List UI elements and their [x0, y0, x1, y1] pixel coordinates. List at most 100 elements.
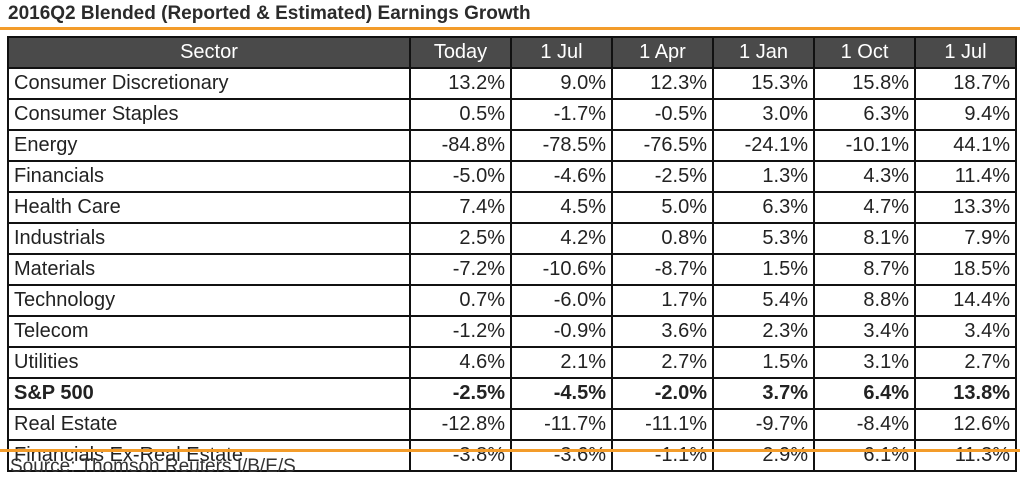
value-cell: -4.6% — [510, 160, 613, 193]
column-header: 1 Apr — [611, 36, 714, 69]
table-body: Consumer Discretionary 13.2% 9.0% 12.3% 15.3… — [7, 67, 1017, 472]
value-cell: 5.3% — [712, 222, 815, 255]
value-cell: -84.8% — [409, 129, 512, 162]
table-row: Telecom -1.2% -0.9% 3.6% 2.3% 3.4% 3.4% — [7, 315, 1017, 348]
value-cell: 3.4% — [813, 315, 916, 348]
sector-cell: Utilities — [7, 346, 411, 379]
value-cell: -6.0% — [510, 284, 613, 317]
table-row: Financials -5.0% -4.6% -2.5% 1.3% 4.3% 11.4% — [7, 160, 1017, 193]
value-cell: 6.3% — [813, 98, 916, 131]
value-cell: -9.7% — [712, 408, 815, 441]
value-cell: 4.5% — [510, 191, 613, 224]
value-cell: 18.5% — [914, 253, 1017, 286]
value-cell: 3.0% — [712, 98, 815, 131]
sector-cell: Technology — [7, 284, 411, 317]
value-cell: 1.5% — [712, 253, 815, 286]
value-cell: -2.5% — [611, 160, 714, 193]
value-cell: -5.0% — [409, 160, 512, 193]
sector-cell: Health Care — [7, 191, 411, 224]
table-row: Materials -7.2% -10.6% -8.7% 1.5% 8.7% 18.5% — [7, 253, 1017, 286]
value-cell: -11.1% — [611, 408, 714, 441]
value-cell: 3.6% — [611, 315, 714, 348]
value-cell: 2.1% — [510, 346, 613, 379]
column-header: 1 Jul — [510, 36, 613, 69]
value-cell: -12.8% — [409, 408, 512, 441]
table-row: S&P 500 -2.5% -4.5% -2.0% 3.7% 6.4% 13.8% — [7, 377, 1017, 410]
column-header: 1 Jul — [914, 36, 1017, 69]
value-cell: -10.6% — [510, 253, 613, 286]
value-cell: -78.5% — [510, 129, 613, 162]
value-cell: 7.9% — [914, 222, 1017, 255]
value-cell: -8.4% — [813, 408, 916, 441]
value-cell: 11.4% — [914, 160, 1017, 193]
value-cell: 3.7% — [712, 377, 815, 410]
value-cell: 3.1% — [813, 346, 916, 379]
value-cell: -0.5% — [611, 98, 714, 131]
value-cell: 0.7% — [409, 284, 512, 317]
sector-cell: Industrials — [7, 222, 411, 255]
value-cell: 4.2% — [510, 222, 613, 255]
top-accent-rule — [0, 27, 1020, 30]
sector-cell: Real Estate — [7, 408, 411, 441]
table-row: Real Estate -12.8% -11.7% -11.1% -9.7% -8.4% 1… — [7, 408, 1017, 441]
value-cell: 6.4% — [813, 377, 916, 410]
value-cell: -1.2% — [409, 315, 512, 348]
value-cell: 8.1% — [813, 222, 916, 255]
value-cell: 12.6% — [914, 408, 1017, 441]
value-cell: -24.1% — [712, 129, 815, 162]
table-header-row: Sector Today 1 Jul 1 Apr 1 Jan 1 Oct 1 Jul — [7, 36, 1017, 69]
value-cell: -10.1% — [813, 129, 916, 162]
value-cell: -3.6% — [510, 439, 613, 472]
value-cell: 2.7% — [611, 346, 714, 379]
value-cell: 14.4% — [914, 284, 1017, 317]
value-cell: -76.5% — [611, 129, 714, 162]
value-cell: -0.9% — [510, 315, 613, 348]
value-cell: 11.3% — [914, 439, 1017, 472]
table-row: Health Care 7.4% 4.5% 5.0% 6.3% 4.7% 13.3% — [7, 191, 1017, 224]
value-cell: -4.5% — [510, 377, 613, 410]
value-cell: 0.8% — [611, 222, 714, 255]
value-cell: -3.8% — [409, 439, 512, 472]
source-note: Source: Thomson Reuters I/B/E/S — [10, 456, 296, 477]
value-cell: 15.8% — [813, 67, 916, 100]
table-row: Utilities 4.6% 2.1% 2.7% 1.5% 3.1% 2.7% — [7, 346, 1017, 379]
sector-cell: S&P 500 — [7, 377, 411, 410]
sector-cell: Telecom — [7, 315, 411, 348]
bottom-accent-rule — [0, 449, 1020, 452]
value-cell: 2.7% — [914, 346, 1017, 379]
sector-cell: Energy — [7, 129, 411, 162]
table-row: Technology 0.7% -6.0% 1.7% 5.4% 8.8% 14.4% — [7, 284, 1017, 317]
value-cell: 4.3% — [813, 160, 916, 193]
value-cell: 6.1% — [813, 439, 916, 472]
value-cell: 6.3% — [712, 191, 815, 224]
value-cell: 0.5% — [409, 98, 512, 131]
value-cell: -2.5% — [409, 377, 512, 410]
table-row: Consumer Staples 0.5% -1.7% -0.5% 3.0% 6.3% 9.… — [7, 98, 1017, 131]
value-cell: 2.3% — [712, 315, 815, 348]
value-cell: -8.7% — [611, 253, 714, 286]
value-cell: 1.7% — [611, 284, 714, 317]
value-cell: 3.4% — [914, 315, 1017, 348]
value-cell: 7.4% — [409, 191, 512, 224]
value-cell: 2.5% — [409, 222, 512, 255]
value-cell: 12.3% — [611, 67, 714, 100]
value-cell: 15.3% — [712, 67, 815, 100]
value-cell: 5.4% — [712, 284, 815, 317]
value-cell: 4.6% — [409, 346, 512, 379]
value-cell: 8.8% — [813, 284, 916, 317]
value-cell: 13.8% — [914, 377, 1017, 410]
value-cell: 2.9% — [712, 439, 815, 472]
value-cell: 13.2% — [409, 67, 512, 100]
column-header: Today — [409, 36, 512, 69]
value-cell: 9.4% — [914, 98, 1017, 131]
value-cell: 1.5% — [712, 346, 815, 379]
value-cell: -11.7% — [510, 408, 613, 441]
sector-cell: Materials — [7, 253, 411, 286]
table-row: Consumer Discretionary 13.2% 9.0% 12.3% 15.3… — [7, 67, 1017, 100]
value-cell: 18.7% — [914, 67, 1017, 100]
value-cell: 1.3% — [712, 160, 815, 193]
value-cell: -1.1% — [611, 439, 714, 472]
value-cell: -7.2% — [409, 253, 512, 286]
value-cell: 13.3% — [914, 191, 1017, 224]
table-row: Industrials 2.5% 4.2% 0.8% 5.3% 8.1% 7.9% — [7, 222, 1017, 255]
